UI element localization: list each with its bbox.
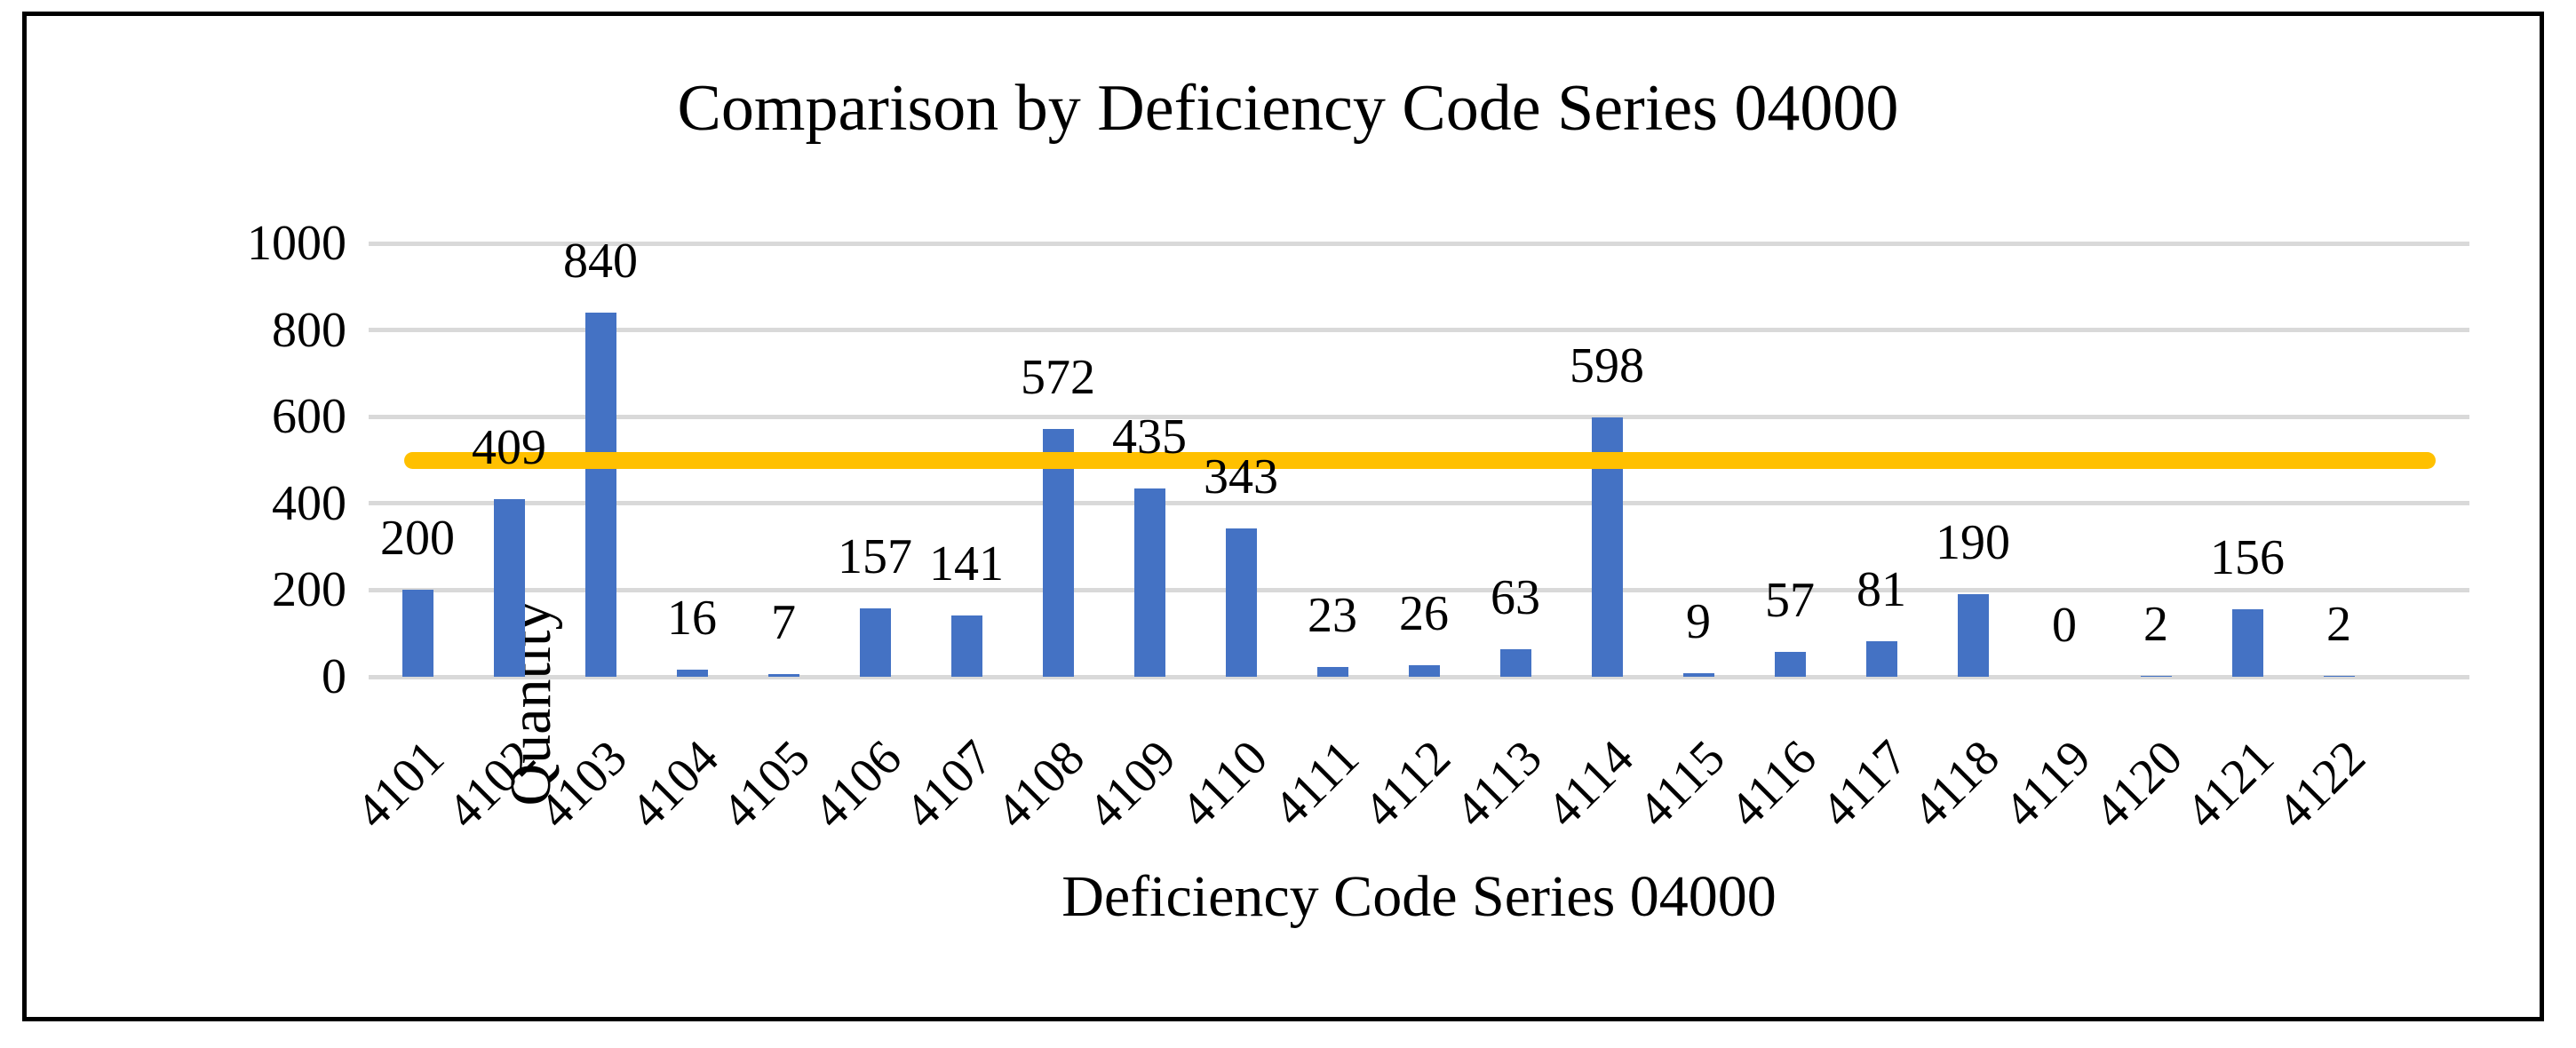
- y-tick-label-1000: 1000: [247, 216, 346, 271]
- bar-4110: [1225, 528, 1257, 677]
- gridline-600: [369, 414, 2469, 419]
- bar-4105: [767, 673, 799, 677]
- bar-value-label-4115: 9: [1686, 593, 1711, 649]
- bar-4111: [1316, 666, 1348, 677]
- bar-value-label-4114: 598: [1570, 338, 1644, 394]
- bar-4121: [2231, 608, 2263, 677]
- bar-4104: [676, 670, 708, 677]
- bar-value-label-4103: 840: [563, 234, 638, 290]
- bar-value-label-4111: 23: [1308, 587, 1357, 643]
- bar-4113: [1499, 649, 1531, 677]
- y-tick-label-600: 600: [272, 389, 346, 445]
- bar-value-label-4116: 57: [1765, 573, 1815, 629]
- x-axis-title: Deficiency Code Series 04000: [1061, 864, 1777, 929]
- reference-line: [404, 451, 2436, 469]
- plot-area: Quantity 0 200 400 600 800 1000 200 4101 409 4102…: [247, 217, 2469, 839]
- y-tick-label-400: 400: [272, 475, 346, 531]
- bar-4107: [950, 615, 982, 677]
- bar-value-label-4101: 200: [380, 511, 455, 567]
- bar-value-label-4102: 409: [472, 420, 546, 476]
- bar-4106: [859, 608, 891, 677]
- bar-4117: [1865, 641, 1897, 677]
- bar-4103: [584, 313, 616, 677]
- bar-4109: [1133, 488, 1165, 677]
- bar-4102: [493, 499, 525, 677]
- bar-value-label-4121: 156: [2210, 529, 2285, 585]
- bar-value-label-4117: 81: [1856, 562, 1906, 618]
- bar-value-label-4107: 141: [929, 536, 1004, 592]
- bar-value-label-4108: 572: [1021, 349, 1095, 405]
- bar-4116: [1774, 652, 1806, 677]
- bar-value-label-4106: 157: [838, 529, 912, 585]
- bar-4120: [2140, 676, 2172, 677]
- gridline-200: [369, 587, 2469, 592]
- bar-value-label-4122: 2: [2326, 597, 2351, 653]
- y-tick-label-800: 800: [272, 302, 346, 358]
- bar-4122: [2323, 676, 2355, 677]
- bar-4118: [1957, 594, 1989, 677]
- y-tick-label-0: 0: [322, 649, 346, 704]
- bar-4101: [402, 590, 433, 677]
- bar-value-label-4112: 26: [1399, 586, 1449, 642]
- bar-value-label-4110: 343: [1204, 449, 1278, 504]
- bar-value-label-4104: 16: [667, 591, 717, 647]
- bar-value-label-4113: 63: [1491, 570, 1540, 626]
- chart-title: Comparison by Deficiency Code Series 040…: [677, 72, 1899, 145]
- bar-4112: [1408, 665, 1440, 677]
- chart-outer-border: [22, 12, 2544, 1021]
- bar-value-label-4119: 0: [2052, 598, 2077, 653]
- bar-4115: [1682, 672, 1714, 677]
- bar-value-label-4109: 435: [1112, 409, 1187, 464]
- y-tick-label-200: 200: [272, 562, 346, 618]
- bar-value-label-4105: 7: [771, 594, 796, 650]
- bar-value-label-4118: 190: [1936, 515, 2010, 571]
- gridline-400: [369, 501, 2469, 506]
- gridline-800: [369, 328, 2469, 333]
- bar-value-label-4120: 2: [2143, 597, 2168, 653]
- gridline-1000: [369, 241, 2469, 246]
- gridline-0: [369, 674, 2469, 679]
- bar-4108: [1042, 428, 1074, 677]
